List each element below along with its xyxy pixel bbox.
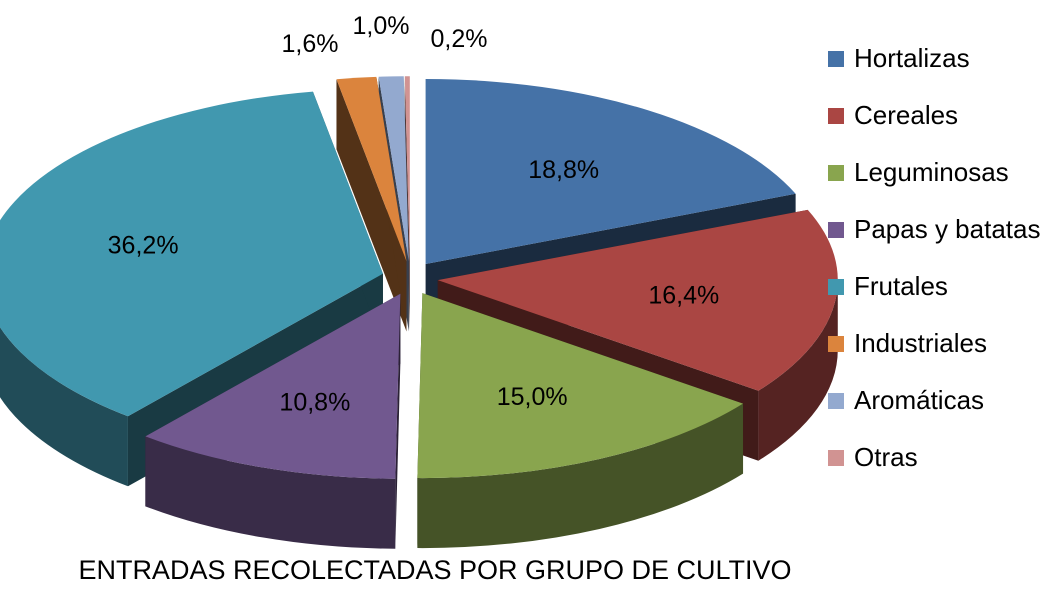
chart-legend: Hortalizas Cereales Leguminosas Papas y bat… <box>828 30 1040 486</box>
legend-item: Otras <box>828 429 1040 486</box>
data-label: 18,8% <box>528 156 599 184</box>
legend-item: Frutales <box>828 258 1040 315</box>
legend-swatch <box>828 50 844 67</box>
slice-frutales <box>0 91 383 417</box>
legend-swatch <box>828 335 844 352</box>
legend-label: Leguminosas <box>854 157 1009 187</box>
slice-wall <box>336 79 407 332</box>
legend-item: Cereales <box>828 87 1040 144</box>
slice-labels: 18,8% 16,4% 15,0% 10,8% 36,2% 1,6% 1,0% 0,2% <box>108 12 720 416</box>
slice-edge <box>417 403 744 549</box>
legend-item: Hortalizas <box>828 30 1040 87</box>
legend-item: Industriales <box>828 315 1040 372</box>
legend-label: Otras <box>854 442 918 472</box>
legend-item: Leguminosas <box>828 144 1040 201</box>
legend-swatch <box>828 221 844 238</box>
slice-otras <box>404 76 410 262</box>
data-label: 15,0% <box>497 383 568 411</box>
slice-hortalizas <box>425 79 796 265</box>
slice-industriales <box>336 76 407 262</box>
legend-label: Papas y batatas <box>854 214 1041 244</box>
slice-cereales <box>437 209 838 391</box>
legend-swatch <box>828 107 844 124</box>
data-label: 1,6% <box>282 30 339 58</box>
legend-swatch <box>828 164 844 181</box>
pie-tops <box>0 76 838 479</box>
legend-swatch <box>828 278 844 295</box>
slice-papas-y-batatas <box>145 293 401 479</box>
slice-edge <box>758 280 838 461</box>
legend-label: Cereales <box>854 100 959 130</box>
legend-label: Frutales <box>854 271 948 301</box>
legend-label: Industriales <box>854 328 987 358</box>
slice-edge <box>145 436 396 549</box>
legend-item: Aromáticas <box>828 372 1040 429</box>
legend-label: Aromáticas <box>854 385 985 415</box>
data-label: 0,2% <box>431 25 488 53</box>
legend-item: Papas y batatas <box>828 201 1040 258</box>
data-label: 1,0% <box>353 12 410 40</box>
slice-leguminosas <box>417 293 744 479</box>
legend-swatch <box>828 392 844 409</box>
data-label: 16,4% <box>648 281 719 309</box>
chart-title: ENTRADAS RECOLECTADAS POR GRUPO DE CULTI… <box>78 555 791 585</box>
legend-swatch <box>828 449 844 466</box>
data-label: 36,2% <box>108 231 179 259</box>
legend-label: Hortalizas <box>854 43 970 73</box>
slice-edge <box>0 327 128 487</box>
slice-arom-ticas <box>378 76 409 262</box>
data-label: 10,8% <box>279 388 350 416</box>
